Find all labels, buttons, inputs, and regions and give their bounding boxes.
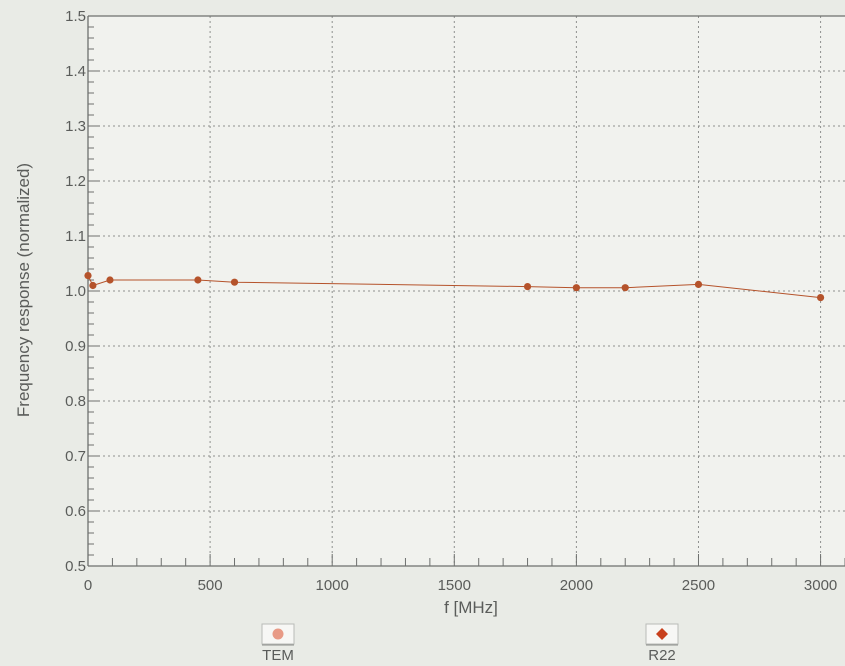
data-point — [106, 276, 114, 284]
data-point — [572, 284, 580, 292]
x-tick-label: 2500 — [682, 577, 715, 594]
data-point — [816, 294, 825, 302]
legend-diamond-marker — [656, 628, 668, 640]
y-tick-label: 0.8 — [65, 393, 86, 410]
y-tick-label: 1.3 — [65, 118, 86, 135]
legend: TEM R22 — [261, 623, 679, 664]
data-point — [84, 272, 92, 280]
x-tick-label: 1000 — [316, 577, 349, 594]
y-tick-label: 0.9 — [65, 338, 86, 355]
axes — [87, 15, 845, 567]
y-tick-label: 1.5 — [65, 8, 86, 25]
series-line — [87, 275, 821, 299]
data-point — [523, 283, 532, 291]
y-tick-label: 0.5 — [65, 558, 86, 575]
data-point — [694, 280, 703, 288]
x-tick-labels: 0 500 1000 1500 2000 2500 3000 — [84, 577, 837, 594]
y-tick-label: 0.7 — [65, 448, 86, 465]
y-tick-label: 0.6 — [65, 503, 86, 520]
x-tick-label: 500 — [198, 577, 223, 594]
y-axis-label: Frequency response (normalized) — [14, 163, 33, 417]
data-point — [230, 278, 239, 286]
data-point — [194, 276, 202, 284]
plot-area — [88, 16, 845, 566]
y-tick-label: 1.1 — [65, 228, 86, 245]
data-point — [89, 281, 97, 290]
y-tick-label: 1.4 — [65, 63, 86, 80]
legend-label: TEM — [262, 647, 294, 664]
legend-circle-marker — [272, 628, 284, 640]
y-tick-labels: 0.5 0.6 0.7 0.8 0.9 1.0 1.1 1.2 1.3 1.4 1.5 — [65, 8, 86, 575]
x-axis-label: f [MHz] — [444, 598, 498, 617]
series — [84, 272, 825, 302]
legend-label: R22 — [648, 647, 676, 664]
data-point — [621, 284, 629, 292]
x-tick-label: 3000 — [804, 577, 837, 594]
y-tick-label: 1.0 — [65, 283, 86, 300]
x-tick-label: 0 — [84, 577, 92, 594]
y-tick-label: 1.2 — [65, 173, 86, 190]
x-tick-label: 1500 — [438, 577, 471, 594]
x-tick-label: 2000 — [560, 577, 593, 594]
